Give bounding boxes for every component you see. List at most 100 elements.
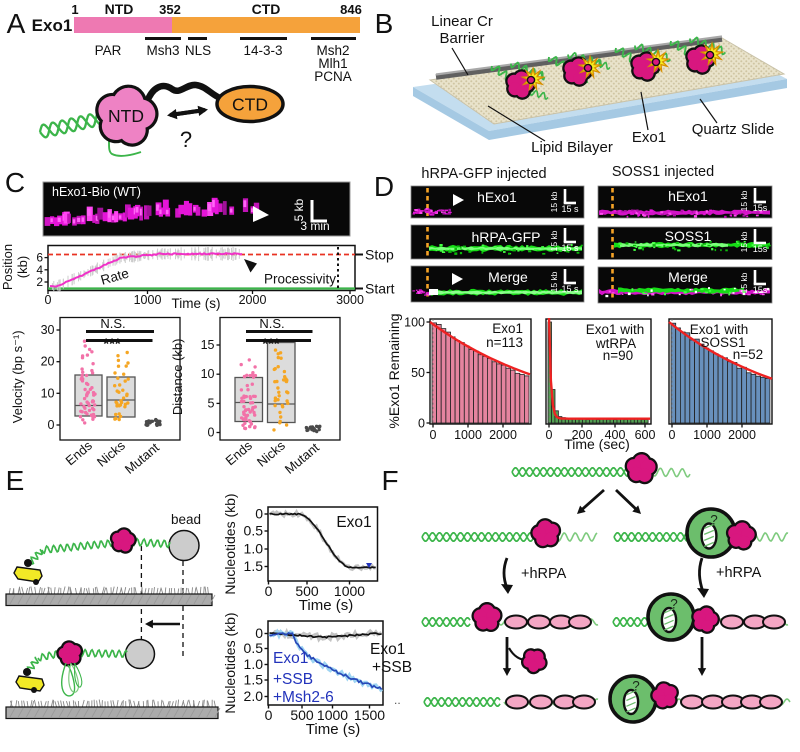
svg-text:846: 846 — [340, 2, 362, 17]
svg-text:0: 0 — [208, 426, 215, 440]
svg-text:0: 0 — [430, 428, 437, 442]
svg-text:?: ? — [710, 512, 718, 527]
svg-text:5 kb: 5 kb — [292, 198, 306, 221]
svg-text:+Msh2-6: +Msh2-6 — [273, 689, 334, 706]
svg-text:15s: 15s — [753, 285, 768, 295]
svg-text:***: *** — [262, 336, 280, 353]
svg-text:E: E — [6, 465, 25, 496]
svg-text:C: C — [5, 167, 25, 198]
svg-text:2000: 2000 — [239, 293, 267, 307]
svg-text:Barrier: Barrier — [439, 30, 484, 47]
svg-text:1.0: 1.0 — [244, 541, 264, 557]
svg-text:NLS: NLS — [185, 43, 211, 58]
svg-text:15 s: 15 s — [561, 243, 579, 253]
svg-text:..: .. — [394, 693, 401, 707]
svg-text:N.S.: N.S. — [259, 316, 284, 331]
svg-text:0: 0 — [45, 293, 52, 307]
svg-text:Distance (kb): Distance (kb) — [170, 339, 185, 416]
svg-text:?: ? — [632, 679, 640, 694]
svg-text:n=52: n=52 — [733, 347, 763, 362]
svg-text:2000: 2000 — [728, 428, 756, 442]
svg-text:15 s: 15 s — [561, 204, 579, 214]
svg-text:Time (s): Time (s) — [299, 597, 353, 614]
svg-text:hExo1-Bio (WT): hExo1-Bio (WT) — [52, 185, 141, 199]
svg-text:2: 2 — [36, 275, 43, 289]
svg-text:(kb): (kb) — [15, 256, 30, 278]
svg-text:1000: 1000 — [693, 428, 721, 442]
svg-text:D: D — [374, 171, 394, 202]
svg-text:PAR: PAR — [95, 43, 122, 58]
svg-text:Time (s): Time (s) — [306, 721, 360, 738]
svg-text:A: A — [7, 8, 26, 39]
svg-text:15 kb: 15 kb — [739, 231, 749, 252]
svg-text:0: 0 — [255, 625, 263, 641]
svg-text:CTD: CTD — [232, 95, 268, 115]
svg-text:Velocity (bp s⁻¹): Velocity (bp s⁻¹) — [10, 330, 25, 423]
svg-text:0: 0 — [546, 428, 553, 442]
svg-text:10: 10 — [201, 367, 215, 381]
svg-text:3000: 3000 — [336, 293, 364, 307]
svg-text:5: 5 — [208, 396, 215, 410]
svg-text:Processivity: Processivity — [264, 272, 336, 287]
svg-text:***: *** — [103, 336, 121, 353]
svg-text:15: 15 — [201, 338, 215, 352]
svg-text:Time (sec): Time (sec) — [564, 436, 630, 452]
svg-text:1: 1 — [71, 2, 78, 17]
svg-text:Exo1 with: Exo1 with — [586, 322, 645, 337]
svg-text:20: 20 — [41, 355, 55, 369]
svg-text:15s: 15s — [753, 203, 768, 213]
svg-text:0: 0 — [418, 417, 425, 431]
svg-text:hExo1: hExo1 — [668, 188, 708, 204]
svg-text:0.5: 0.5 — [244, 640, 264, 656]
svg-text:14-3-3: 14-3-3 — [243, 43, 282, 58]
svg-text:0: 0 — [265, 707, 273, 723]
svg-text:0.5: 0.5 — [244, 523, 264, 539]
svg-text:hExo1: hExo1 — [477, 189, 517, 205]
svg-text:0: 0 — [48, 418, 55, 432]
svg-text:15 kb: 15 kb — [739, 272, 749, 293]
svg-text:1000: 1000 — [454, 428, 482, 442]
svg-text:1.5: 1.5 — [244, 558, 264, 574]
svg-text:15 kb: 15 kb — [549, 191, 559, 212]
svg-text:Nucleotides (kb): Nucleotides (kb) — [222, 493, 238, 594]
svg-text:Start: Start — [365, 281, 395, 297]
svg-text:Exo1: Exo1 — [632, 129, 666, 146]
svg-text:B: B — [375, 8, 394, 39]
svg-text:3 min: 3 min — [300, 219, 329, 233]
svg-text:hRPA-GFP: hRPA-GFP — [472, 229, 541, 245]
svg-text:F: F — [381, 465, 398, 496]
svg-text:1.5: 1.5 — [244, 672, 264, 688]
svg-text:2.0: 2.0 — [244, 688, 264, 704]
svg-text:1.0: 1.0 — [244, 656, 264, 672]
svg-text:Nucleotides (kb): Nucleotides (kb) — [222, 612, 238, 713]
svg-text:15s: 15s — [753, 244, 768, 254]
svg-text:N.S.: N.S. — [100, 316, 125, 331]
svg-text:1000: 1000 — [134, 293, 162, 307]
svg-text:15 kb: 15 kb — [739, 190, 749, 211]
svg-text:15 s: 15 s — [561, 284, 579, 294]
svg-text:600: 600 — [635, 428, 656, 442]
svg-text:50: 50 — [411, 366, 425, 380]
svg-text:15 kb: 15 kb — [549, 230, 559, 251]
svg-text:bead: bead — [171, 512, 201, 527]
svg-text:10: 10 — [41, 386, 55, 400]
svg-text:2000: 2000 — [489, 428, 517, 442]
svg-text:NTD: NTD — [108, 106, 144, 126]
svg-text:SOSS1: SOSS1 — [665, 228, 712, 244]
svg-text:Exo1: Exo1 — [370, 641, 405, 658]
svg-text:Msh3: Msh3 — [146, 43, 179, 58]
svg-text:352: 352 — [159, 2, 181, 17]
svg-text:%Exo1 Remaining: %Exo1 Remaining — [386, 313, 402, 428]
svg-text:Exo1: Exo1 — [32, 16, 73, 35]
svg-text:Quartz Slide: Quartz Slide — [692, 121, 775, 138]
svg-text:+SSB: +SSB — [372, 659, 412, 676]
svg-text:Exo1: Exo1 — [492, 321, 523, 336]
svg-text:PCNA: PCNA — [314, 69, 352, 84]
svg-text:Position: Position — [0, 244, 15, 290]
svg-text:SOSS1 injected: SOSS1 injected — [612, 164, 714, 180]
svg-text:Exo1: Exo1 — [336, 514, 371, 531]
svg-text:0: 0 — [669, 428, 676, 442]
svg-text:Stop: Stop — [365, 247, 394, 263]
svg-text:Lipid Bilayer: Lipid Bilayer — [531, 139, 613, 156]
svg-text:+hRPA: +hRPA — [521, 566, 567, 582]
